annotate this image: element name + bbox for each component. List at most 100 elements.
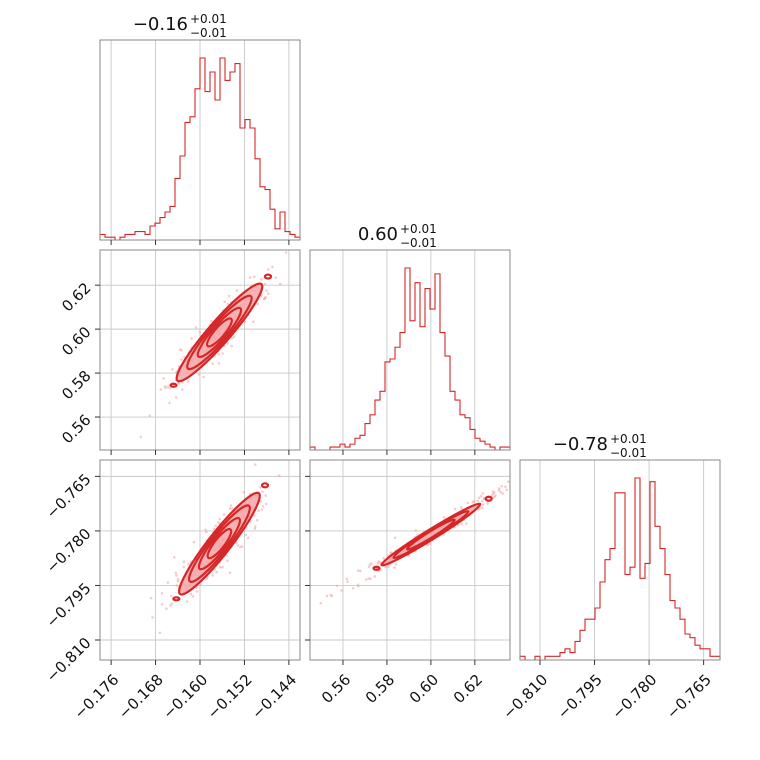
sample-point: [173, 556, 176, 559]
x-tick-label: −0.152: [204, 671, 256, 723]
sample-point: [481, 499, 484, 503]
sample-point: [159, 388, 163, 391]
sample-point: [202, 375, 205, 379]
sample-point: [218, 565, 222, 569]
x-tick-label: −0.168: [115, 671, 167, 723]
sample-point: [486, 502, 490, 505]
y-tick-label: −0.780: [43, 525, 95, 577]
sample-point: [376, 562, 380, 565]
title-median-1: −0.16: [133, 14, 188, 35]
sample-point: [176, 577, 180, 581]
sample-point: [414, 529, 418, 532]
sample-point: [466, 501, 470, 505]
scatter-panel-1-2: [95, 249, 301, 455]
sample-point: [174, 571, 178, 575]
sample-point: [217, 352, 221, 356]
sample-point: [222, 513, 226, 516]
sample-point: [168, 401, 171, 405]
sample-point: [364, 578, 368, 581]
sample-point: [253, 463, 257, 466]
sample-point: [165, 607, 168, 610]
density-contour: [484, 495, 493, 502]
sample-point: [499, 491, 503, 494]
sample-point: [356, 569, 360, 572]
sample-point: [182, 565, 186, 569]
sample-point: [472, 500, 476, 503]
sample-point: [228, 571, 232, 574]
panel-frame: [519, 459, 721, 661]
sample-point: [255, 518, 259, 522]
x-tick-label: −0.780: [608, 671, 660, 723]
sample-point: [386, 565, 390, 568]
sample-point: [278, 282, 282, 286]
sample-point: [194, 326, 198, 329]
sample-point: [218, 517, 222, 521]
density-contour: [260, 482, 270, 489]
sample-point: [175, 584, 179, 587]
sample-point: [267, 292, 270, 295]
sample-point: [356, 583, 360, 587]
sample-point: [453, 507, 457, 511]
sample-point: [340, 589, 343, 592]
sample-point: [497, 487, 501, 490]
sample-point: [377, 560, 381, 563]
title-lower-3: −0.01: [610, 446, 647, 460]
sample-point: [479, 494, 483, 498]
title-upper-1: +0.01: [190, 12, 227, 26]
sample-point: [442, 516, 446, 519]
sample-point: [393, 536, 397, 540]
sample-point: [182, 560, 186, 563]
y-tick-label: −0.810: [43, 634, 95, 686]
sample-point: [235, 289, 239, 292]
sample-point: [367, 565, 371, 568]
histogram-2: [309, 267, 511, 451]
y-tick-label: −0.765: [43, 470, 95, 522]
sample-point: [373, 575, 377, 578]
hist-panel-1: −0.16 +0.01−0.01: [99, 12, 301, 245]
sample-point: [476, 499, 480, 503]
sample-point: [460, 522, 464, 526]
sample-point: [217, 521, 220, 524]
sample-point: [261, 490, 264, 494]
sample-point: [205, 530, 208, 534]
sample-point: [393, 566, 396, 569]
sample-point: [160, 603, 164, 606]
sample-point: [252, 320, 255, 324]
sample-point: [368, 563, 372, 566]
density-contour: [196, 306, 243, 359]
sample-point: [242, 491, 246, 494]
sample-point: [223, 300, 226, 304]
sample-point: [346, 580, 349, 583]
sample-point: [263, 297, 266, 301]
sample-point: [253, 525, 257, 528]
sample-point: [505, 488, 509, 492]
title-lower-2: −0.01: [400, 236, 437, 250]
sample-point: [191, 595, 195, 598]
sample-point: [187, 562, 190, 566]
sample-point: [181, 388, 184, 391]
scatter-panel-1-3: [95, 459, 301, 665]
x-tick-label: −0.144: [248, 671, 300, 723]
density-contour: [372, 565, 381, 571]
sample-point: [278, 474, 281, 478]
sample-point: [260, 508, 264, 511]
sample-point: [230, 507, 234, 510]
sample-point: [494, 494, 497, 497]
sample-point: [195, 586, 198, 590]
title-median-2: 0.60: [358, 224, 398, 245]
y-tick-label: 0.56: [58, 411, 94, 447]
sample-point: [319, 601, 323, 605]
sample-point: [217, 362, 221, 365]
sample-point: [359, 569, 362, 573]
scatter-panel-2-3: [305, 459, 511, 665]
sample-point: [174, 396, 178, 399]
sample-point: [226, 559, 229, 562]
sample-point: [263, 282, 267, 286]
sample-point: [198, 331, 202, 334]
sample-point: [244, 533, 248, 537]
density-contour: [205, 317, 233, 348]
sample-point: [259, 499, 263, 503]
sample-point: [160, 592, 164, 595]
sample-point: [158, 631, 162, 635]
sample-point: [500, 484, 504, 488]
